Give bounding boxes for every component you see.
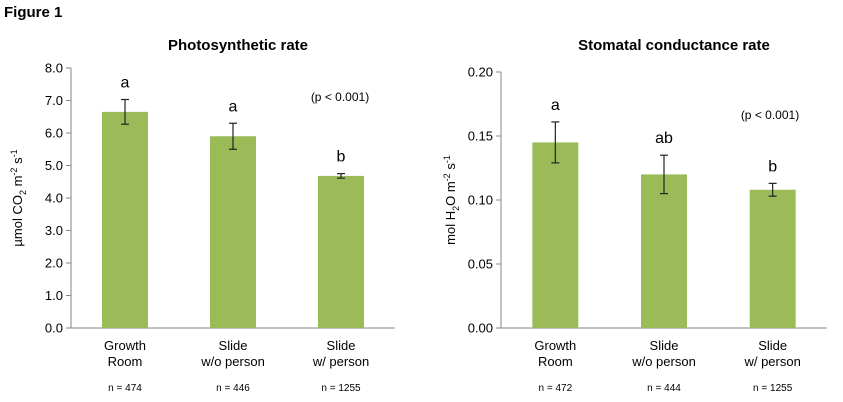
chart-photosynthetic-rate: Photosynthetic rate 0.0 1.0 2.0 3.0 4.0 5.0 6.0… — [9, 37, 395, 394]
y-axis-label-sub: 2 — [451, 206, 461, 211]
y-tick-label: 7.0 — [45, 93, 63, 108]
bar — [532, 142, 579, 328]
category-label: Room — [538, 354, 573, 369]
y-axis-label-part: s — [443, 163, 458, 174]
bar — [318, 175, 364, 328]
y-axis-label-part: s — [10, 157, 25, 168]
significance-letter: a — [121, 75, 130, 92]
category-label: Slide — [758, 338, 787, 353]
y-tick-label: 0.20 — [468, 65, 493, 80]
y-axis-label: µmol CO2 m-2 s-1 — [9, 149, 28, 246]
y-tick-label: 5.0 — [45, 158, 63, 173]
category-label: Slide — [327, 338, 356, 353]
significance-letter: ab — [655, 130, 673, 147]
significance-letter: a — [551, 97, 560, 114]
y-tick-label: 2.0 — [45, 256, 63, 271]
y-axis-label-sup: -1 — [442, 155, 452, 163]
significance-letter: b — [337, 149, 346, 166]
category-label: Growth — [534, 338, 576, 353]
y-tick-label: 0.10 — [468, 193, 493, 208]
y-axis-label-sup: -1 — [9, 149, 19, 157]
sample-size-label: n = 472 — [539, 383, 573, 394]
y-tick-label: 0.05 — [468, 257, 493, 272]
y-tick-label: 3.0 — [45, 223, 63, 238]
y-axis-label-part: O m — [443, 181, 458, 206]
significance-letter: b — [768, 158, 777, 175]
y-tick-label: 1.0 — [45, 288, 63, 303]
p-value-note: (p < 0.001) — [741, 108, 799, 122]
y-axis-label-sup: -2 — [442, 173, 452, 181]
y-axis-label-part: mol H — [443, 211, 458, 245]
category-label: w/ person — [312, 354, 369, 369]
bar — [102, 111, 148, 328]
bar — [210, 136, 256, 328]
y-tick-label: 6.0 — [45, 126, 63, 141]
y-tick-label: 4.0 — [45, 191, 63, 206]
chart-stomatal-conductance: Stomatal conductance rate 0.00 0.05 0.10 0.1… — [442, 37, 827, 394]
category-label: Growth — [104, 338, 146, 353]
category-label: Slide — [650, 338, 679, 353]
bar — [641, 174, 687, 328]
y-axis-label-sub: 2 — [18, 190, 28, 195]
significance-letter: a — [229, 98, 238, 115]
y-tick-label: 0.0 — [45, 321, 63, 336]
sample-size-label: n = 444 — [647, 383, 681, 394]
category-label: Room — [108, 354, 143, 369]
category-label: w/ person — [743, 354, 800, 369]
category-label: w/o person — [200, 354, 265, 369]
y-axis-label-part: m — [10, 176, 25, 190]
y-tick-label: 0.15 — [468, 129, 493, 144]
category-label: Slide — [219, 338, 248, 353]
y-axis-label-part: µmol CO — [10, 195, 25, 247]
category-label: w/o person — [631, 354, 696, 369]
y-axis-label-sup: -2 — [9, 168, 19, 176]
bar — [749, 189, 796, 328]
chart-title: Stomatal conductance rate — [578, 37, 770, 54]
figure-label: Figure 1 — [4, 4, 63, 21]
y-tick-label: 0.00 — [468, 321, 493, 336]
y-tick-label: 8.0 — [45, 61, 63, 76]
sample-size-label: n = 1255 — [321, 383, 361, 394]
sample-size-label: n = 474 — [108, 383, 142, 394]
p-value-note: (p < 0.001) — [311, 90, 369, 104]
sample-size-label: n = 446 — [216, 383, 250, 394]
chart-title: Photosynthetic rate — [168, 37, 308, 54]
sample-size-label: n = 1255 — [753, 383, 793, 394]
y-axis-label: mol H2O m-2 s-1 — [442, 155, 461, 245]
